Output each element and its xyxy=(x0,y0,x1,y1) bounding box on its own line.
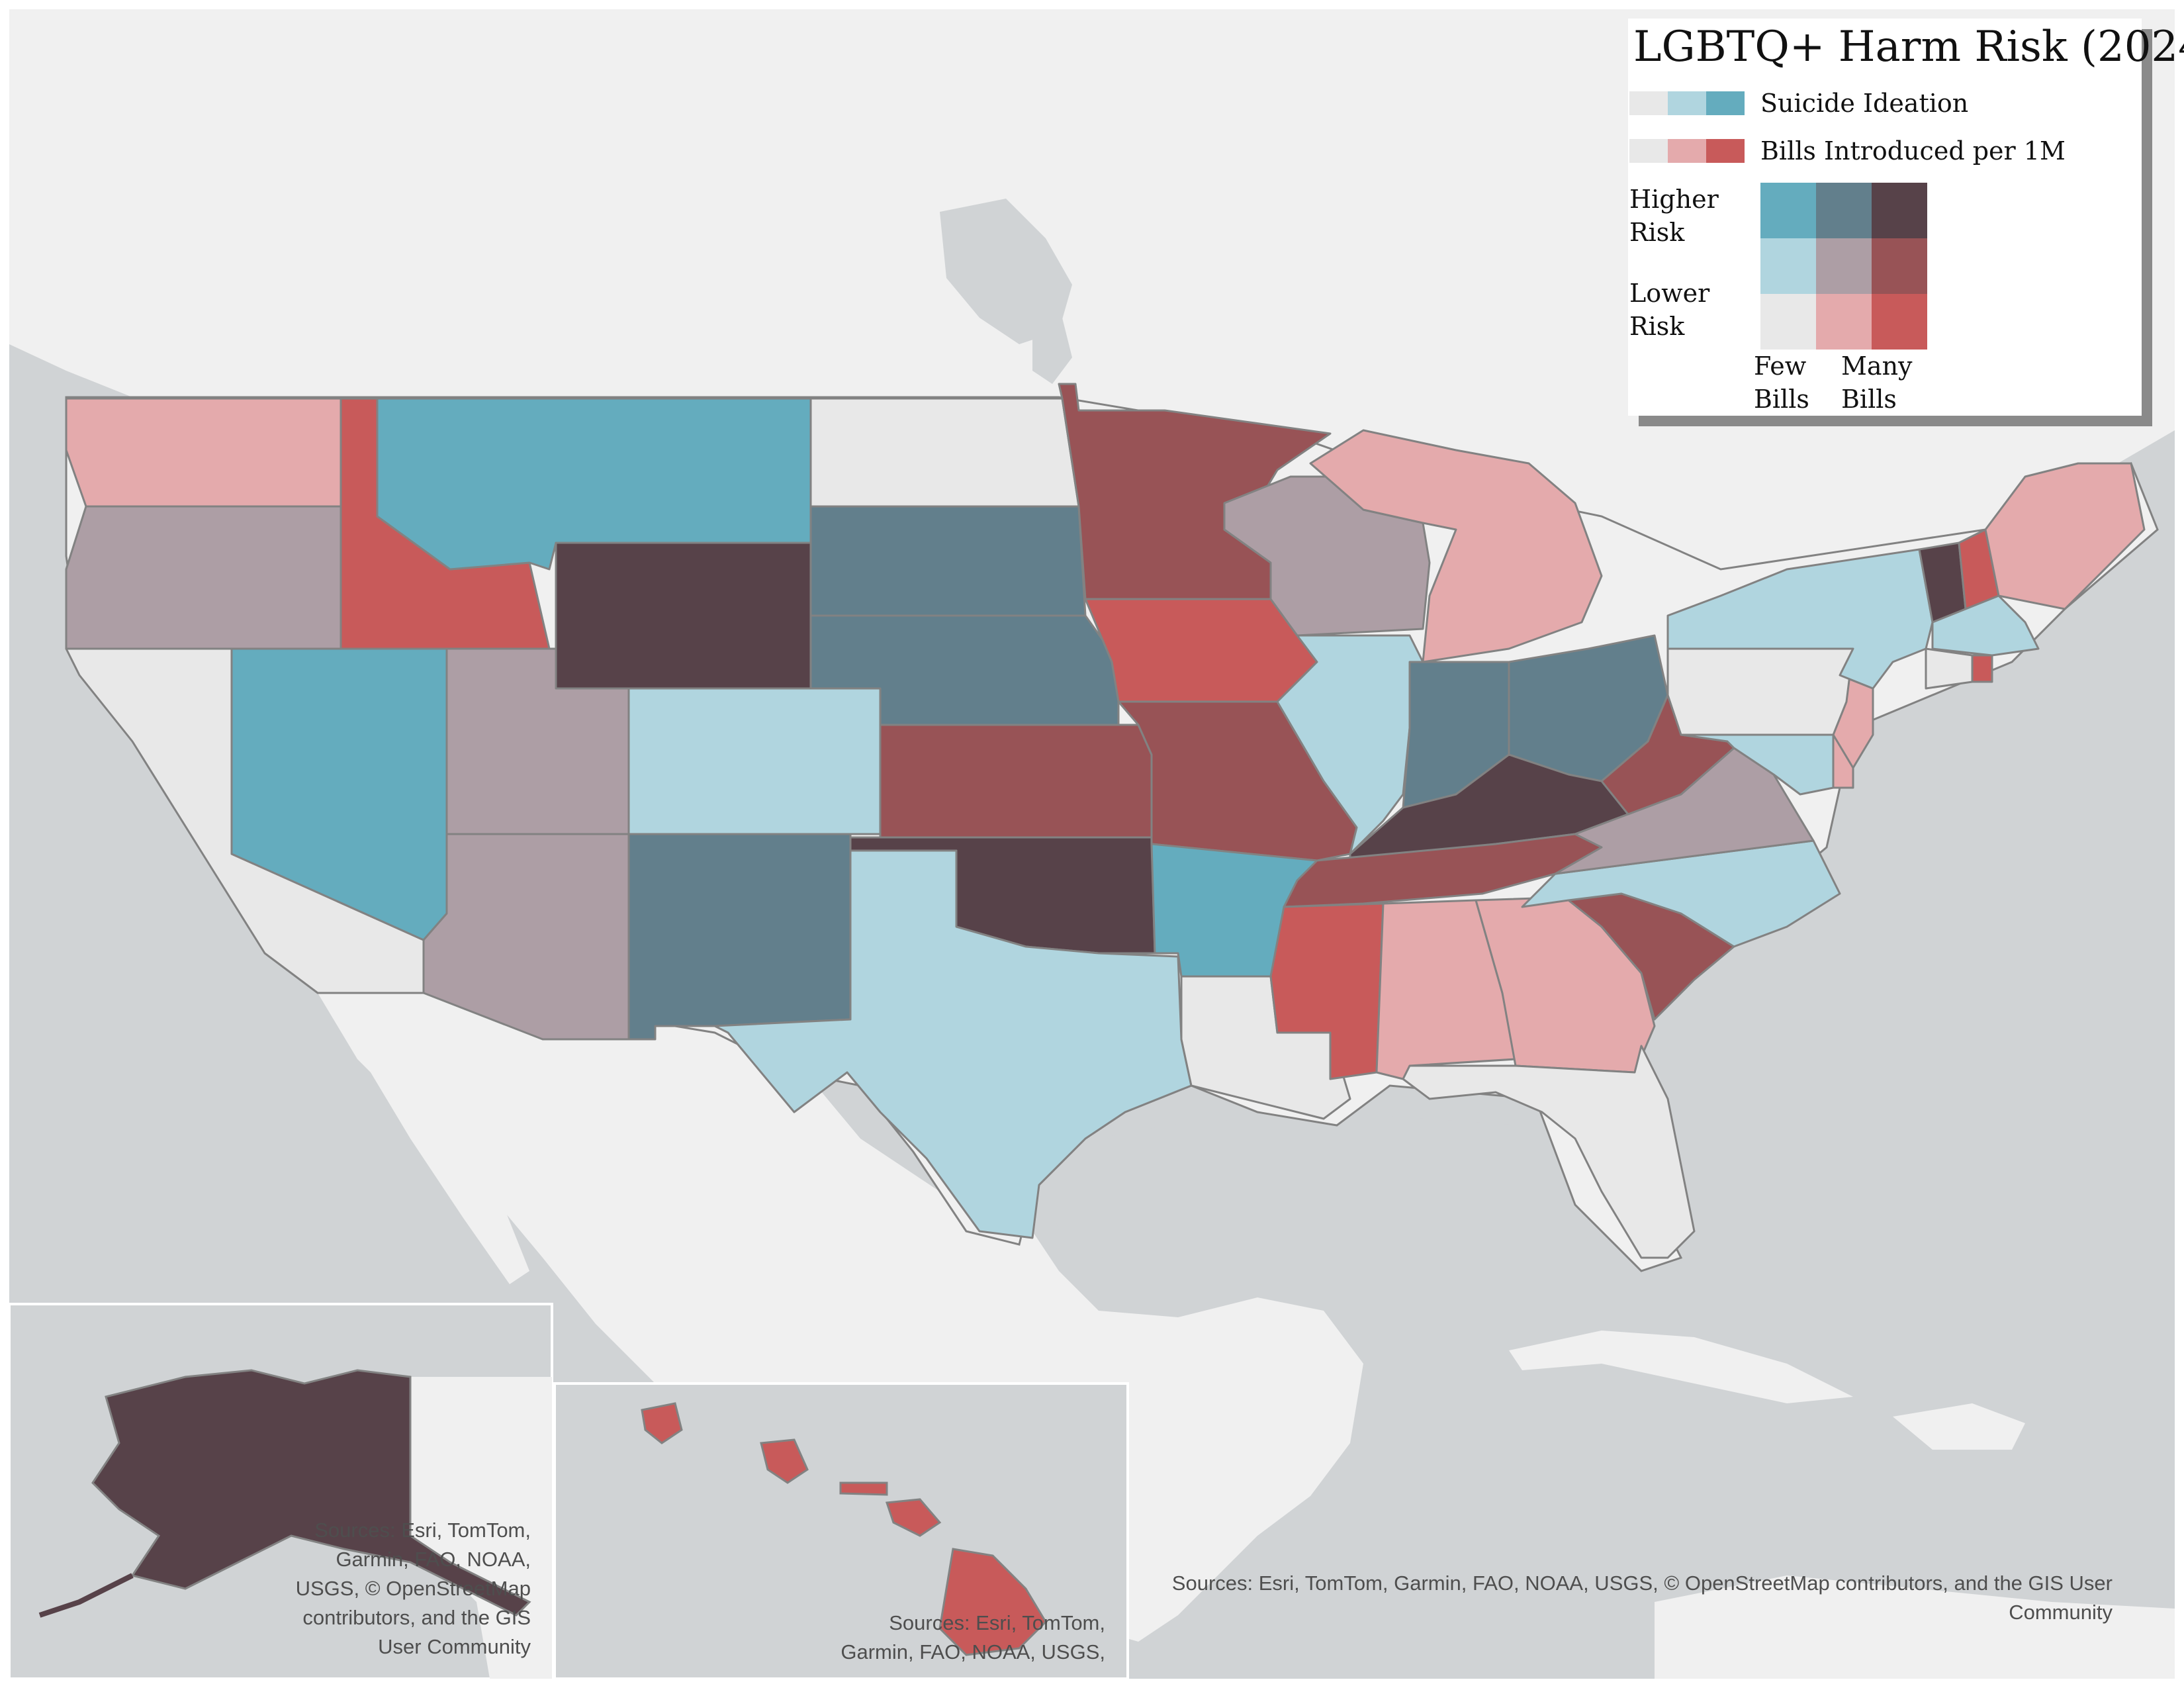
legend-few-bills: Few Bills xyxy=(1754,352,1809,414)
state-wyoming xyxy=(555,541,812,690)
state-rhode-island xyxy=(1971,654,1993,683)
state-wisconsin xyxy=(1223,475,1431,637)
state-michigan xyxy=(1309,429,1603,663)
legend-swatch-suicide-mid xyxy=(1668,91,1706,115)
state-colorado xyxy=(627,687,882,835)
gulf-of-mexico xyxy=(1032,1112,1588,1297)
sources-hawaii: Sources: Esri, TomTom, Garmin, FAO, NOAA… xyxy=(841,1611,1105,1664)
legend-title: LGBTQ+ Harm Risk (2024) xyxy=(1633,23,2184,71)
state-tennessee xyxy=(1283,833,1603,908)
state-north-dakota xyxy=(809,397,1080,508)
state-washington xyxy=(65,397,342,508)
lake-winnipeg xyxy=(1032,305,1072,384)
legend-swatch-bills-low xyxy=(1629,139,1668,163)
bivariate-legend-grid xyxy=(1760,183,1927,350)
legend-swatch-suicide-high xyxy=(1706,91,1745,115)
state-connecticut xyxy=(1925,647,1974,690)
hispaniola xyxy=(1893,1403,2025,1450)
hawaii-kauai xyxy=(641,1402,683,1444)
legend-cell-mid_mid xyxy=(1816,238,1872,294)
state-oregon xyxy=(65,505,342,650)
baja-california xyxy=(371,1006,529,1284)
legend-many-bills: Many Bills xyxy=(1841,352,1913,414)
legend-row2-label: Bills Introduced per 1M xyxy=(1760,136,2066,165)
legend-cell-mid_low xyxy=(1816,294,1872,350)
sources-alaska: Sources: Esri, TomTom, Garmin, FAO, NOAA… xyxy=(295,1519,531,1658)
legend-cell-high_mid xyxy=(1872,238,1927,294)
legend-swatch-bills-high xyxy=(1706,139,1745,163)
legend-lower-risk: Lower Risk xyxy=(1629,279,1710,341)
legend-cell-low_mid xyxy=(1760,238,1816,294)
legend-cell-mid_high xyxy=(1816,183,1872,238)
legend-cell-high_high xyxy=(1872,183,1927,238)
hawaii-oahu xyxy=(760,1438,809,1484)
cuba xyxy=(1509,1331,1853,1403)
hudson-bay xyxy=(940,199,1072,344)
state-massachusetts xyxy=(1931,594,2040,657)
legend-row1-label: Suicide Ideation xyxy=(1760,89,1969,118)
state-florida xyxy=(1402,1045,1696,1259)
alaska-aleutians xyxy=(38,1573,134,1618)
legend-cell-low_high xyxy=(1760,183,1816,238)
state-kansas xyxy=(879,724,1153,839)
state-texas xyxy=(713,849,1193,1239)
sources-main: Sources: Esri, TomTom, Garmin, FAO, NOAA… xyxy=(1171,1571,2113,1624)
legend-higher-risk: Higher Risk xyxy=(1629,185,1719,247)
hawaii-molokai xyxy=(839,1481,888,1496)
alaska-inset xyxy=(8,1303,553,1680)
legend-cell-high_low xyxy=(1872,294,1927,350)
hawaii-big-island xyxy=(938,1548,1047,1656)
hawaii-inset xyxy=(553,1382,1129,1680)
state-pennsylvania xyxy=(1666,647,1854,736)
state-north-carolina xyxy=(1521,839,1841,948)
legend-swatch-suicide-low xyxy=(1629,91,1668,115)
state-new-york xyxy=(1666,548,1934,690)
hawaii-maui xyxy=(885,1498,942,1537)
south-america xyxy=(1655,1575,2175,1679)
legend-panel: LGBTQ+ Harm Risk (2024) Suicide Ideation… xyxy=(1628,19,2184,416)
state-alaska xyxy=(91,1369,531,1617)
legend-cell-low_low xyxy=(1760,294,1816,350)
state-illinois xyxy=(1276,634,1424,855)
state-new-mexico xyxy=(627,833,852,1041)
state-maine xyxy=(1984,462,2146,610)
state-south-dakota xyxy=(809,505,1087,617)
legend-swatch-bills-mid xyxy=(1668,139,1706,163)
